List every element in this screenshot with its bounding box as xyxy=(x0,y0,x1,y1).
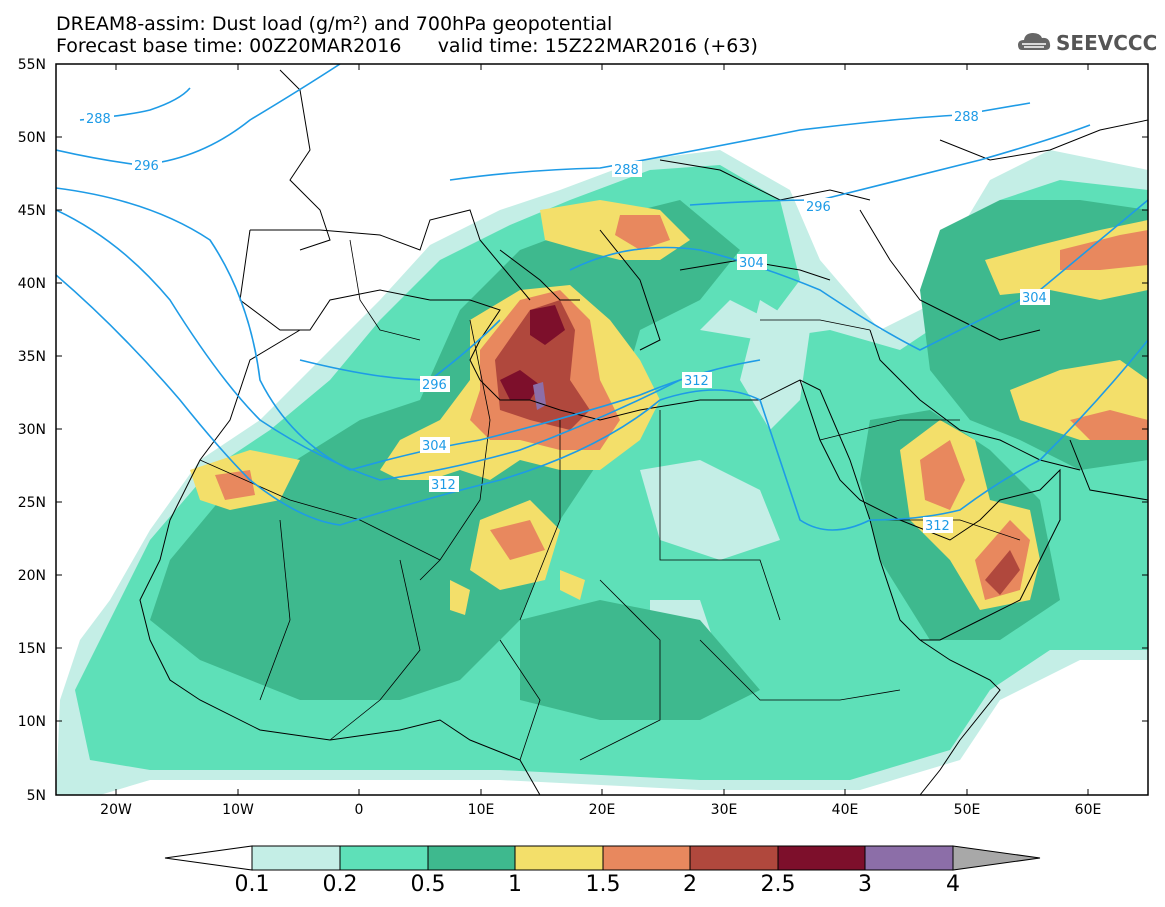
contour-labels: 288 296 288 288 296 304 296 304 312 312 … xyxy=(84,108,1050,534)
lon-label: 60E xyxy=(1075,802,1102,818)
lat-label: 30N xyxy=(18,422,46,438)
dust-level-1.5 xyxy=(615,215,670,250)
dust-level-3 xyxy=(533,382,546,410)
lat-label: 35N xyxy=(18,349,46,365)
colorbar-swatch xyxy=(602,845,691,871)
colorbar-swatch xyxy=(427,845,516,871)
contour-label: 288 xyxy=(954,110,979,125)
contour-label: 312 xyxy=(684,374,709,389)
colorbar-label: 2 xyxy=(683,872,697,897)
lat-label: 15N xyxy=(18,641,46,657)
dust-level-1.5 xyxy=(215,470,255,500)
colorbar-label: 3 xyxy=(858,872,872,897)
latitude-axis: 55N 50N 45N 40N 35N 30N 25N 20N 15N 10N … xyxy=(18,57,46,804)
geopotential-contours xyxy=(56,64,1148,531)
lon-label: 50E xyxy=(954,802,981,818)
lon-label: 20W xyxy=(100,802,132,818)
longitude-axis: 20W 10W 0 10E 20E 30E 40E 50E 60E xyxy=(100,802,1101,818)
logo-text: SEEVCCC xyxy=(1056,31,1158,55)
dust-field: 288 296 288 288 296 304 296 304 312 312 … xyxy=(56,64,1148,795)
lat-label: 40N xyxy=(18,276,46,292)
colorbar-label: 4 xyxy=(946,872,960,897)
dust-level-1.5 xyxy=(490,520,545,560)
lon-label: 40E xyxy=(832,802,859,818)
colorbar-label: 0.5 xyxy=(410,872,446,897)
coastlines xyxy=(139,69,1148,795)
colorbar-swatch xyxy=(777,845,866,871)
dust-level-1.5 xyxy=(1070,410,1148,440)
lat-label: 10N xyxy=(18,714,46,730)
contour-label: 296 xyxy=(134,159,159,174)
colorbar-label: 0.2 xyxy=(322,872,358,897)
lat-label: 50N xyxy=(18,130,46,146)
dust-light-patch xyxy=(640,460,780,560)
contour-label: 312 xyxy=(431,478,456,493)
lat-label: 20N xyxy=(18,568,46,584)
contour-label: 296 xyxy=(806,200,831,215)
dust-level-1 xyxy=(450,580,470,615)
lat-ticks xyxy=(56,64,1148,795)
colorbar-label: 1.5 xyxy=(585,872,621,897)
dust-light-patch xyxy=(740,300,810,430)
map-title: DREAM8-assim: Dust load (g/m²) and 700hP… xyxy=(56,13,613,35)
dust-level-2.5 xyxy=(530,305,565,345)
dust-level-2.5 xyxy=(500,370,540,400)
colorbar xyxy=(164,845,1041,871)
lon-label: 30E xyxy=(711,802,738,818)
contour-label: 288 xyxy=(614,163,639,178)
lat-label: 25N xyxy=(18,495,46,511)
colorbar-swatch xyxy=(514,845,604,871)
colorbar-label: 1 xyxy=(508,872,522,897)
contour-label: 304 xyxy=(422,439,447,454)
map-subtitle: Forecast base time: 00Z20MAR2016 valid t… xyxy=(56,35,758,57)
colorbar-label: 2.5 xyxy=(760,872,796,897)
contour-label: 296 xyxy=(422,378,447,393)
dust-level-0.5 xyxy=(520,600,760,720)
lat-label: 45N xyxy=(18,203,46,219)
dust-level-1 xyxy=(560,570,585,600)
colorbar-upper-arrow xyxy=(952,845,1041,871)
lon-label: 20E xyxy=(589,802,616,818)
contour-label: 312 xyxy=(925,519,950,534)
colorbar-swatch xyxy=(339,845,429,871)
dust-level-2 xyxy=(985,550,1020,595)
lon-label: 10E xyxy=(468,802,495,818)
borders xyxy=(199,239,1021,761)
contour-label: 304 xyxy=(739,256,764,271)
colorbar-swatch xyxy=(864,845,954,871)
colorbar-label: 0.1 xyxy=(234,872,270,897)
contour-label: 304 xyxy=(1022,291,1047,306)
cloud-logo-icon xyxy=(1018,33,1051,50)
dust-level-1.5 xyxy=(920,440,965,510)
lat-label: 5N xyxy=(27,788,46,804)
lon-label: 10W xyxy=(222,802,254,818)
colorbar-swatch xyxy=(689,845,779,871)
colorbar-lower-arrow xyxy=(164,845,253,871)
lon-label: 0 xyxy=(355,802,364,818)
lat-label: 55N xyxy=(18,57,46,73)
contour-label: 288 xyxy=(86,112,111,127)
dust-level-1.5 xyxy=(1060,230,1148,270)
colorbar-swatch xyxy=(251,845,341,871)
